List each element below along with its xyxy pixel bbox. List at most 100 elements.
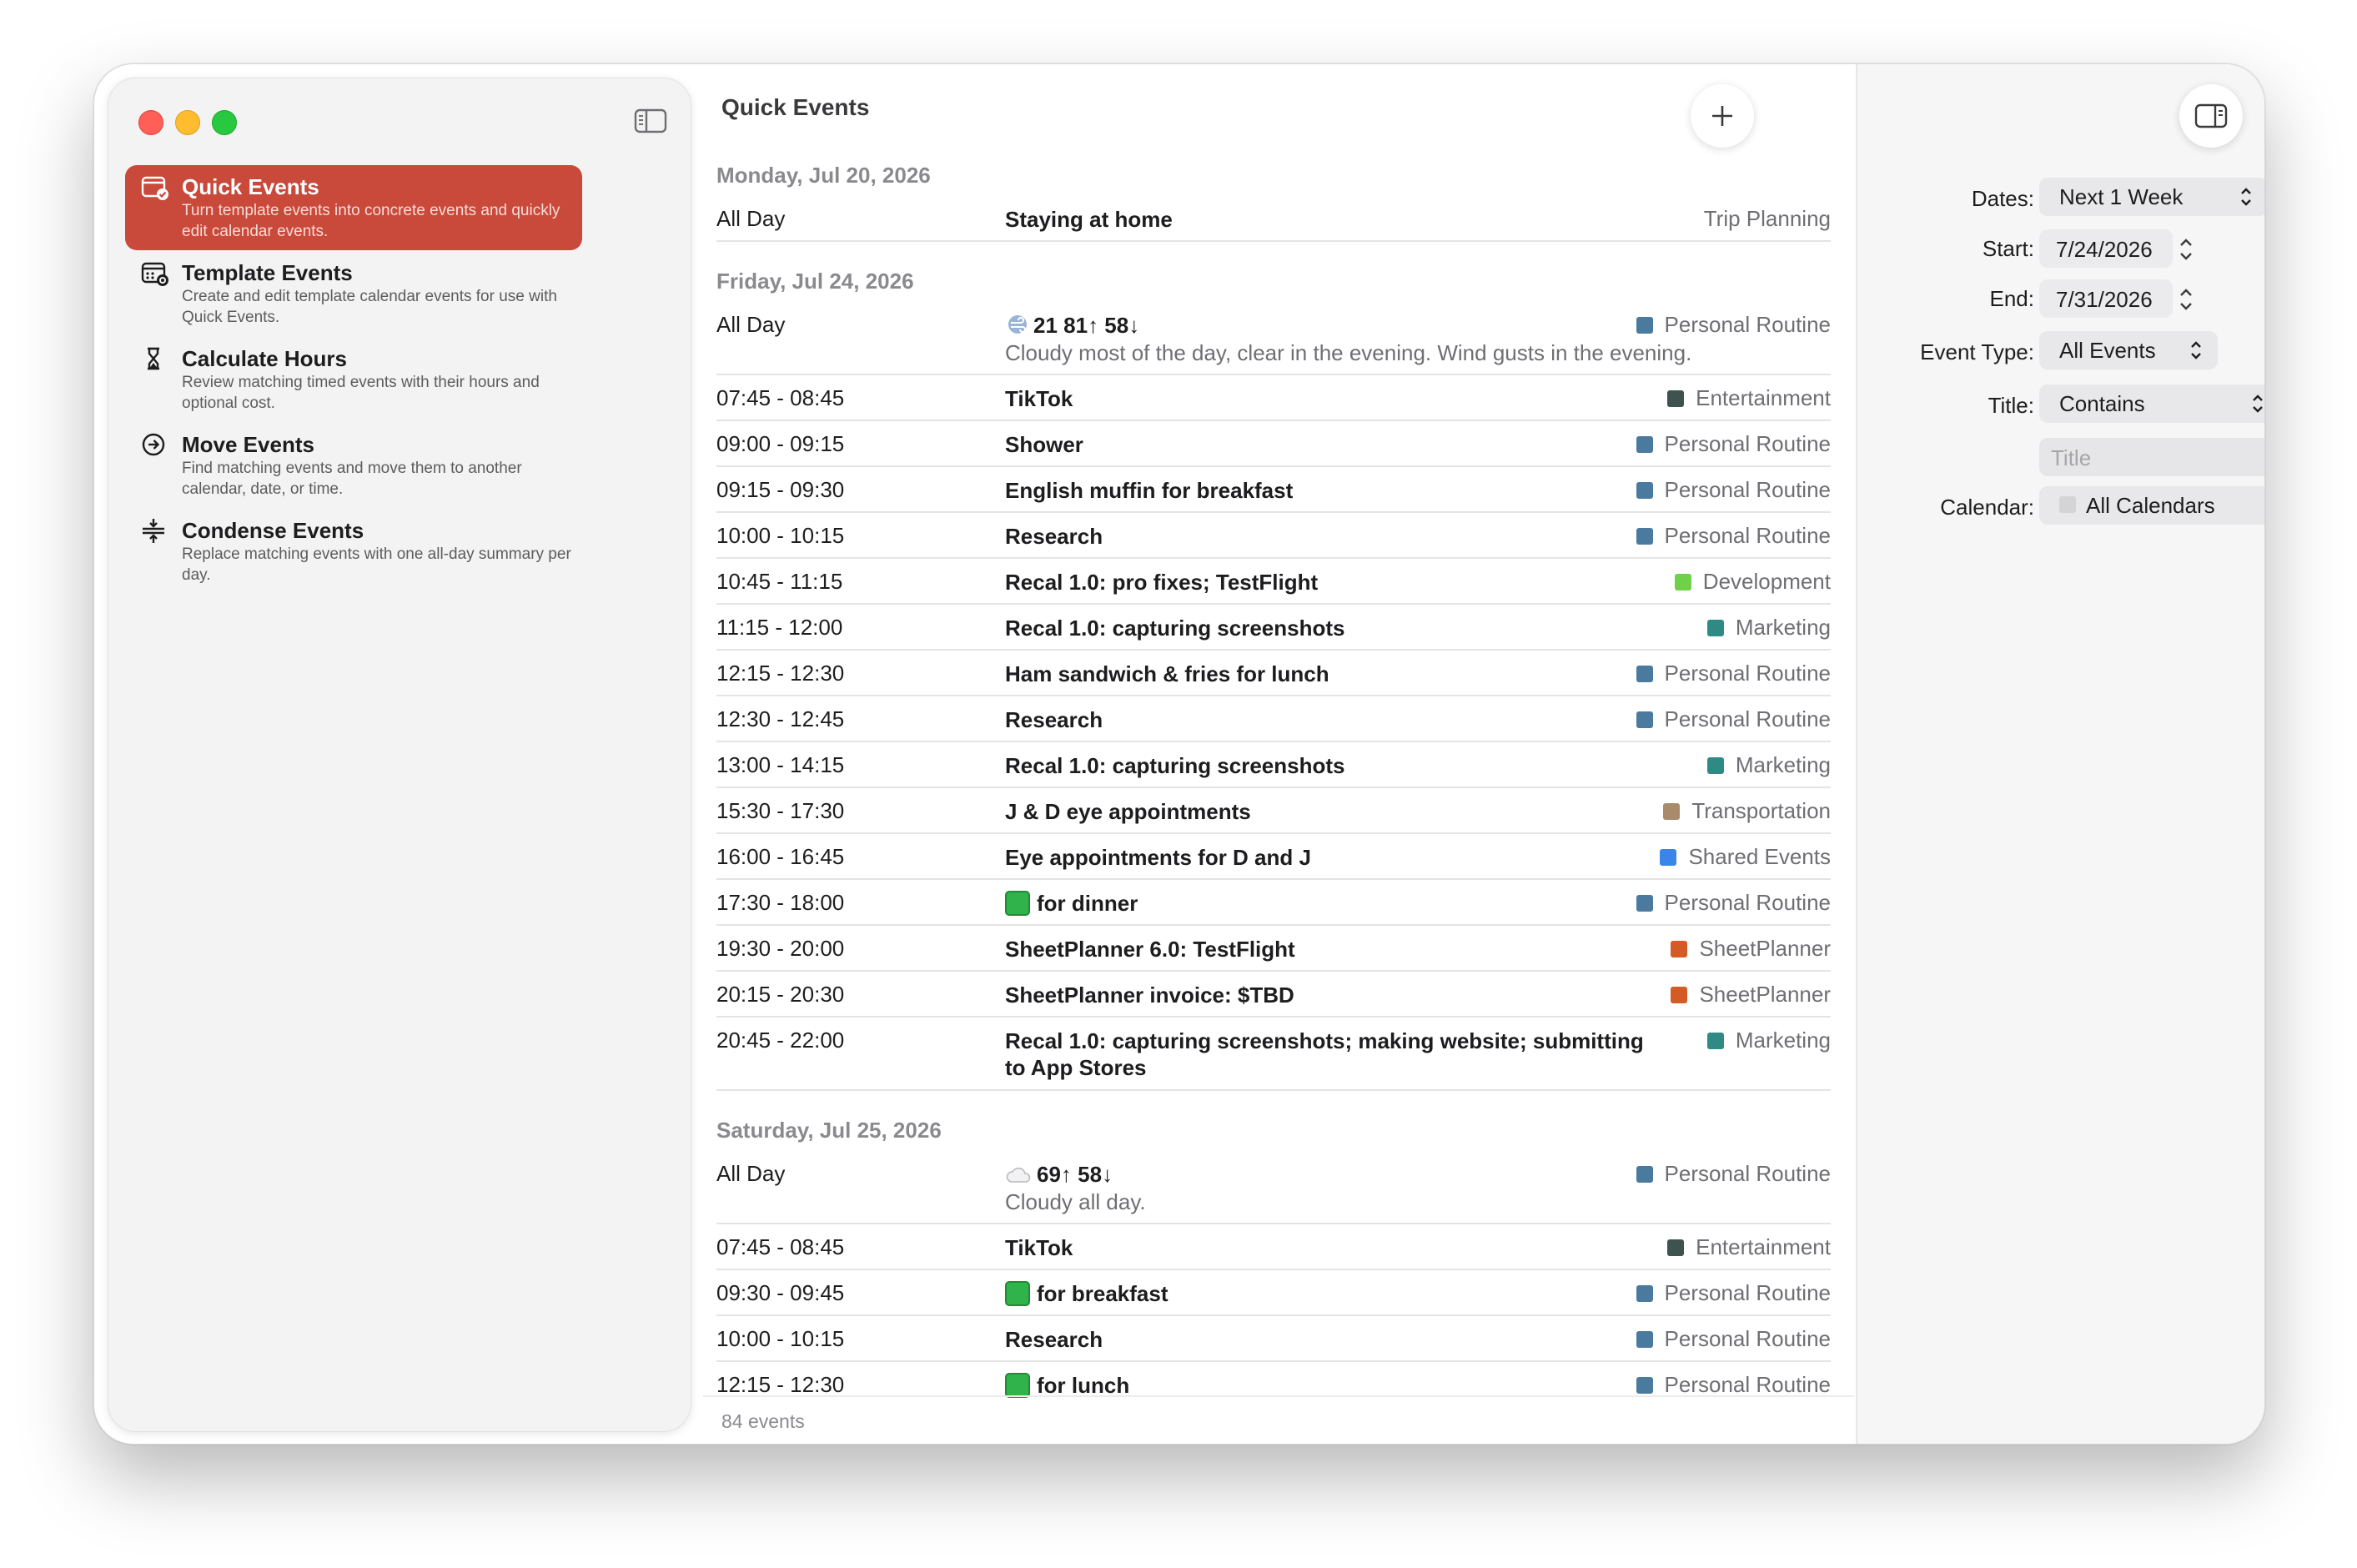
dates-value: Next 1 Week [2059, 184, 2184, 209]
event-row[interactable]: All Day Staying at home Trip Planning [716, 196, 1831, 242]
sidebar-item-calculate-hours[interactable]: Calculate Hours Review matching timed ev… [125, 337, 582, 422]
event-type-value: All Events [2059, 338, 2156, 363]
calendar-name: Personal Routine [1664, 523, 1831, 548]
event-title-text: for breakfast [1037, 1281, 1168, 1306]
calendar-swatch [1706, 1032, 1724, 1049]
event-calendar: Trip Planning [1704, 206, 1831, 232]
event-row[interactable]: 16:00 - 16:45 Eye appointments for D and … [716, 834, 1831, 880]
event-calendar: Marketing [1706, 752, 1831, 778]
event-time: 19:30 - 20:00 [716, 936, 845, 961]
event-time: All Day [716, 1161, 786, 1186]
calendar-name: Entertainment [1696, 1234, 1831, 1259]
plus-icon [1712, 106, 1732, 126]
event-calendar: Shared Events [1660, 844, 1831, 870]
inspector-panel: Dates: Next 1 Week Start: 7/24/2026 End:… [1856, 64, 2264, 1444]
day-header: Friday, Jul 24, 2026 [716, 269, 914, 294]
calendar-swatch [1636, 665, 1653, 682]
start-date-stepper[interactable] [2176, 231, 2196, 268]
title-input[interactable]: Title [2039, 438, 2264, 476]
end-date-field[interactable]: 7/31/2026 [2039, 279, 2173, 318]
calendar-template-icon [141, 262, 168, 286]
event-time: 17:30 - 18:00 [716, 890, 845, 915]
start-date-field[interactable]: 7/24/2026 [2039, 229, 2173, 268]
event-row[interactable]: 13:00 - 14:15 Recal 1.0: capturing screen… [716, 742, 1831, 788]
event-title: Ham sandwich & fries for lunch [1005, 661, 1329, 686]
add-event-button[interactable] [1691, 84, 1754, 148]
title-label: Title: [1988, 393, 2034, 418]
event-row[interactable]: 12:15 - 12:30 Ham sandwich & fries for lu… [716, 651, 1831, 696]
event-row[interactable]: 07:45 - 08:45 TikTok Entertainment [716, 1224, 1831, 1270]
calendar-name: Entertainment [1696, 385, 1831, 410]
event-row[interactable]: 17:30 - 18:00 for dinner Personal Routine [716, 880, 1831, 926]
sidebar-item-desc: Turn template events into concrete event… [182, 202, 560, 240]
zoom-window-button[interactable] [212, 110, 237, 135]
event-time: 10:00 - 10:15 [716, 1326, 845, 1351]
calendar-swatch [1660, 848, 1677, 866]
sidebar-item-move-events[interactable]: Move Events Find matching events and mov… [125, 423, 582, 508]
arrow-right-circle-icon [142, 433, 165, 456]
sidebar-toggle-icon[interactable] [634, 108, 667, 133]
event-row[interactable]: 11:15 - 12:00 Recal 1.0: capturing screen… [716, 605, 1831, 651]
event-title: Staying at home [1005, 207, 1173, 232]
event-row[interactable]: 09:00 - 09:15 Shower Personal Routine [716, 421, 1831, 467]
event-calendar: Marketing [1706, 1028, 1831, 1053]
sidebar-item-quick-events[interactable]: Quick Events Turn template events into c… [125, 165, 582, 250]
hourglass-icon [148, 347, 159, 370]
event-row[interactable]: 07:45 - 08:45 TikTok Entertainment [716, 375, 1831, 421]
close-window-button[interactable] [138, 110, 163, 135]
end-date-stepper[interactable] [2176, 281, 2196, 318]
event-title: SheetPlanner invoice: $TBD [1005, 983, 1294, 1008]
event-row[interactable]: 09:30 - 09:45 for breakfast Personal Routi… [716, 1270, 1831, 1316]
event-row[interactable]: 20:45 - 22:00 Recal 1.0: capturing screen… [716, 1018, 1831, 1091]
event-row[interactable]: 10:00 - 10:15 Research Personal Routine [716, 1316, 1831, 1362]
inspector-toggle-button[interactable] [2179, 84, 2243, 148]
calendar-swatch [1636, 435, 1653, 453]
sidebar-item-title: Move Events [182, 432, 314, 457]
event-row[interactable]: 19:30 - 20:00 SheetPlanner 6.0: TestFligh… [716, 926, 1831, 972]
event-title: SheetPlanner 6.0: TestFlight [1005, 937, 1295, 962]
event-time: 07:45 - 08:45 [716, 385, 845, 410]
calendar-name: Personal Routine [1664, 431, 1831, 456]
event-row[interactable]: 12:30 - 12:45 Research Personal Routine [716, 696, 1831, 742]
event-calendar: Personal Routine [1636, 1161, 1831, 1187]
event-row[interactable]: All Day 69↑ 58↓ Cloudy all day. Personal… [716, 1151, 1831, 1224]
event-calendar: SheetPlanner [1671, 982, 1831, 1008]
event-row[interactable]: 15:30 - 17:30 J & D eye appointments Trans… [716, 788, 1831, 834]
event-row[interactable]: 10:00 - 10:15 Research Personal Routine [716, 513, 1831, 559]
event-title: for breakfast [1005, 1280, 1664, 1307]
event-row[interactable]: 10:45 - 11:15 Recal 1.0: pro fixes; TestF… [716, 559, 1831, 605]
sidebar-item-desc: Create and edit template calendar events… [182, 288, 557, 326]
event-calendar: Entertainment [1667, 385, 1831, 411]
event-list[interactable]: Monday, Jul 20, 2026 All Day Staying at … [716, 156, 1831, 1399]
title-match-popup[interactable]: Contains [2039, 384, 2264, 423]
calendar-swatch [1674, 573, 1691, 591]
calendar-swatch [1706, 756, 1724, 774]
event-row[interactable]: 12:15 - 12:30 for lunch Personal Routine [716, 1362, 1831, 1399]
sidebar-item-condense-events[interactable]: Condense Events Replace matching events … [125, 509, 582, 594]
dates-popup[interactable]: Next 1 Week [2039, 178, 2264, 216]
event-title: TikTok [1005, 386, 1073, 411]
calendar-name: SheetPlanner [1699, 982, 1831, 1007]
calendar-swatch [1636, 711, 1653, 728]
sidebar-item-desc: Find matching events and move them to an… [182, 460, 522, 498]
event-time: 20:45 - 22:00 [716, 1028, 845, 1053]
event-calendar: Personal Routine [1636, 523, 1831, 549]
event-time: 09:30 - 09:45 [716, 1280, 845, 1305]
calendar-popup[interactable]: All Calendars [2039, 486, 2264, 525]
event-row[interactable]: 20:15 - 20:30 SheetPlanner invoice: $TBD S… [716, 972, 1831, 1018]
sidebar-item-template-events[interactable]: Template Events Create and edit template… [125, 251, 582, 336]
calendar-name: Shared Events [1688, 844, 1831, 869]
event-subtitle: Cloudy all day. [1005, 1189, 1146, 1214]
event-title: English muffin for breakfast [1005, 478, 1294, 503]
event-time: 12:15 - 12:30 [716, 1372, 845, 1397]
sidebar-item-title: Quick Events [182, 174, 319, 199]
event-calendar: Personal Routine [1636, 431, 1831, 457]
minimize-window-button[interactable] [175, 110, 200, 135]
wind-icon [1008, 315, 1027, 334]
event-type-popup[interactable]: All Events [2039, 331, 2218, 369]
event-count: 84 events [721, 1410, 805, 1432]
event-row[interactable]: 09:15 - 09:30 English muffin for breakfas… [716, 467, 1831, 513]
event-row[interactable]: All Day 21 81↑ 58↓ Cloudy most of the da… [716, 302, 1831, 375]
day-header: Saturday, Jul 25, 2026 [716, 1118, 942, 1143]
calendar-name: SheetPlanner [1699, 936, 1831, 961]
